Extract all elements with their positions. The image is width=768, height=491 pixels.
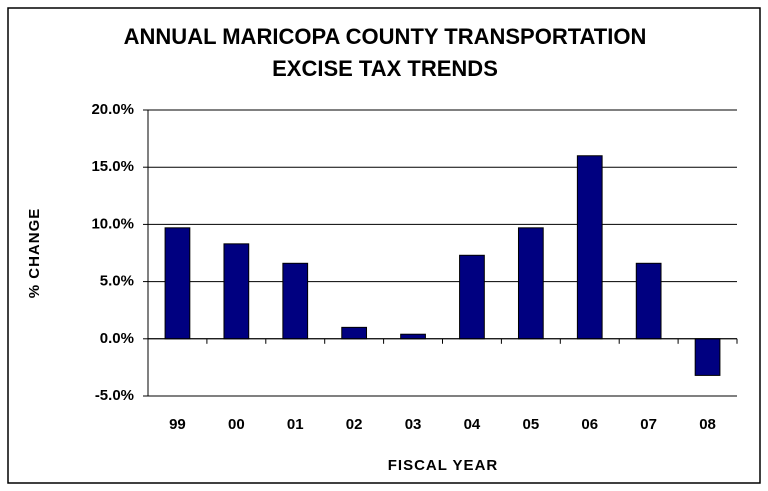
- x-tick-label: 01: [287, 416, 304, 433]
- x-tick-label: 02: [346, 416, 363, 433]
- bar: [576, 155, 603, 340]
- bar: [635, 262, 662, 340]
- chart-title: ANNUAL MARICOPA COUNTY TRANSPORTATION: [124, 24, 647, 49]
- x-tick-label: 99: [169, 416, 186, 433]
- bar: [694, 338, 721, 376]
- bar: [517, 227, 544, 340]
- bar: [282, 262, 309, 340]
- x-tick-label: 00: [228, 416, 245, 433]
- bar: [341, 326, 368, 340]
- x-tick-label: 03: [405, 416, 422, 433]
- y-tick-label: 10.0%: [91, 215, 134, 232]
- x-tick-label: 05: [523, 416, 540, 433]
- y-tick-label: 5.0%: [100, 273, 134, 290]
- x-tick-label: 08: [699, 416, 716, 433]
- x-axis-label: FISCAL YEAR: [388, 457, 498, 474]
- chart-frame: [7, 7, 761, 484]
- y-tick-label: 15.0%: [91, 158, 134, 175]
- bar: [400, 333, 426, 340]
- bar: [164, 227, 191, 340]
- bar: [459, 254, 485, 340]
- y-tick-label: -5.0%: [95, 387, 134, 404]
- bar: [223, 243, 250, 340]
- x-tick-label: 07: [640, 416, 657, 433]
- chart-title: EXCISE TAX TRENDS: [272, 56, 498, 81]
- y-axis-label: % CHANGE: [26, 208, 43, 299]
- y-tick-label: 0.0%: [100, 330, 134, 347]
- x-tick-label: 06: [581, 416, 598, 433]
- x-tick-label: 04: [464, 416, 481, 433]
- y-tick-label: 20.0%: [91, 101, 134, 118]
